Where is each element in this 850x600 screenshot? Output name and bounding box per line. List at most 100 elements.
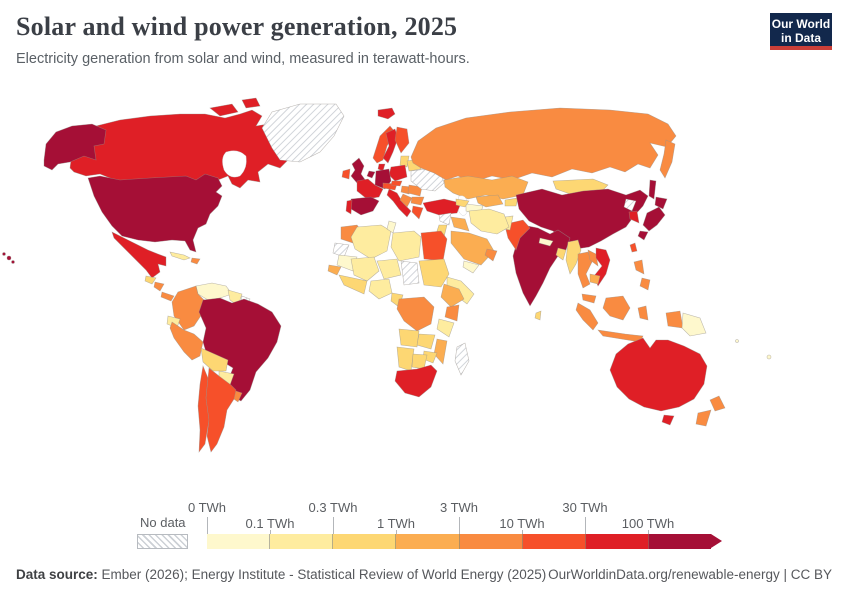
country-hawaii[interactable]	[2, 252, 6, 256]
country-chad[interactable]	[400, 260, 420, 286]
owid-logo[interactable]: Our World in Data	[770, 13, 832, 50]
country-senegal[interactable]	[327, 264, 342, 276]
country-pakistan[interactable]	[505, 219, 531, 251]
country-cuba[interactable]	[169, 251, 191, 261]
legend-bin-3[interactable]	[396, 534, 460, 549]
country-portugal[interactable]	[345, 199, 353, 215]
country-colombia[interactable]	[171, 285, 207, 331]
country-papua-new-guinea[interactable]	[681, 312, 707, 337]
country-malaysia[interactable]	[581, 293, 597, 304]
country-mali[interactable]	[350, 256, 380, 282]
country-iran[interactable]	[468, 208, 510, 235]
country-south-korea[interactable]	[628, 210, 640, 224]
country-greece[interactable]	[411, 205, 424, 220]
country-philippines-mindanao[interactable]	[639, 277, 651, 291]
country-nigeria[interactable]	[368, 278, 393, 300]
country-kyrgyzstan-tajikistan[interactable]	[504, 197, 519, 207]
country-france[interactable]	[356, 178, 384, 200]
country-libya[interactable]	[390, 230, 422, 262]
country-ethiopia[interactable]	[440, 283, 465, 308]
legend-bin-2[interactable]	[333, 534, 397, 549]
country-russia[interactable]	[410, 107, 677, 183]
country-costa-rica-panama[interactable]	[160, 291, 175, 302]
country-zambia[interactable]	[416, 333, 436, 350]
legend-bin-7[interactable]	[648, 534, 711, 549]
country-china[interactable]	[515, 188, 649, 250]
country-yemen[interactable]	[462, 260, 480, 274]
country-united-kingdom[interactable]	[350, 157, 367, 184]
country-australia[interactable]	[609, 337, 708, 412]
country-drc[interactable]	[396, 296, 435, 332]
legend-bin-4[interactable]	[459, 534, 523, 549]
country-japan-honshu[interactable]	[642, 206, 666, 232]
country-tanzania[interactable]	[436, 318, 455, 338]
country-niger[interactable]	[376, 258, 402, 280]
country-laos[interactable]	[587, 249, 599, 267]
country-spain[interactable]	[350, 196, 380, 216]
country-canada-arctic1[interactable]	[209, 103, 239, 117]
country-uzbekistan[interactable]	[475, 194, 504, 208]
country-caucasus[interactable]	[455, 198, 470, 208]
country-japan-kyushu[interactable]	[637, 230, 649, 241]
country-saudi-arabia[interactable]	[450, 230, 495, 266]
country-balkans[interactable]	[399, 193, 413, 208]
owid-link[interactable]: OurWorldinData.org/renewable-energy | CC…	[548, 567, 832, 582]
country-new-zealand-south[interactable]	[695, 409, 712, 427]
country-alaska[interactable]	[43, 123, 107, 171]
country-brazil[interactable]	[198, 297, 282, 402]
country-sri-lanka[interactable]	[534, 310, 542, 321]
country-mozambique[interactable]	[433, 338, 448, 365]
country-indonesia-borneo[interactable]	[602, 295, 631, 321]
country-greenland[interactable]	[261, 103, 345, 163]
country-bolivia[interactable]	[200, 347, 229, 372]
country-indonesia-sulawesi[interactable]	[637, 305, 649, 321]
country-algeria[interactable]	[350, 224, 392, 260]
country-iceland[interactable]	[377, 107, 396, 120]
country-nicaragua[interactable]	[153, 281, 165, 292]
country-dominican-republic[interactable]	[190, 257, 201, 265]
country-nepal[interactable]	[538, 237, 554, 247]
country-hawaii[interactable]	[11, 260, 15, 264]
country-taiwan[interactable]	[629, 242, 638, 253]
country-czechia[interactable]	[390, 180, 403, 187]
country-tasmania[interactable]	[661, 414, 675, 426]
country-cambodia[interactable]	[589, 273, 601, 285]
country-kenya[interactable]	[444, 304, 460, 322]
country-madagascar[interactable]	[454, 342, 470, 376]
legend-bin-1[interactable]	[270, 534, 334, 549]
country-iraq[interactable]	[450, 216, 470, 232]
country-poland[interactable]	[388, 164, 408, 182]
country-uae-oman[interactable]	[484, 248, 498, 262]
country-new-zealand-north[interactable]	[709, 395, 726, 412]
country-angola[interactable]	[398, 328, 420, 348]
country-egypt[interactable]	[420, 230, 448, 262]
country-bulgaria[interactable]	[410, 196, 425, 206]
country-myanmar[interactable]	[565, 239, 582, 275]
country-north-korea[interactable]	[623, 198, 637, 212]
country-canada-arctic2[interactable]	[241, 97, 261, 109]
country-namibia[interactable]	[396, 346, 415, 372]
country-hawaii[interactable]	[6, 255, 12, 261]
country-indonesia-papua[interactable]	[665, 310, 684, 329]
country-indonesia-java[interactable]	[597, 329, 644, 343]
country-western-sahara[interactable]	[332, 242, 350, 258]
country-guatemala[interactable]	[144, 275, 157, 285]
country-venezuela[interactable]	[195, 282, 233, 301]
legend-bin-5[interactable]	[522, 534, 586, 549]
country-ireland[interactable]	[341, 168, 351, 180]
country-italy[interactable]	[386, 188, 412, 218]
country-sudan[interactable]	[418, 258, 450, 288]
country-kamchatka[interactable]	[659, 139, 676, 179]
country-turkey[interactable]	[422, 198, 462, 216]
country-japan-hokkaido[interactable]	[654, 196, 668, 210]
country-indonesia-sumatra[interactable]	[575, 302, 599, 331]
country-mexico[interactable]	[111, 231, 167, 279]
legend-bin-6[interactable]	[585, 534, 649, 549]
country-baltics[interactable]	[399, 155, 410, 168]
country-benelux[interactable]	[366, 170, 376, 179]
country-solomon-islands[interactable]	[735, 339, 739, 343]
country-india[interactable]	[512, 225, 571, 307]
country-syria[interactable]	[438, 212, 452, 226]
country-peru[interactable]	[169, 321, 204, 361]
country-sweden[interactable]	[382, 128, 399, 164]
